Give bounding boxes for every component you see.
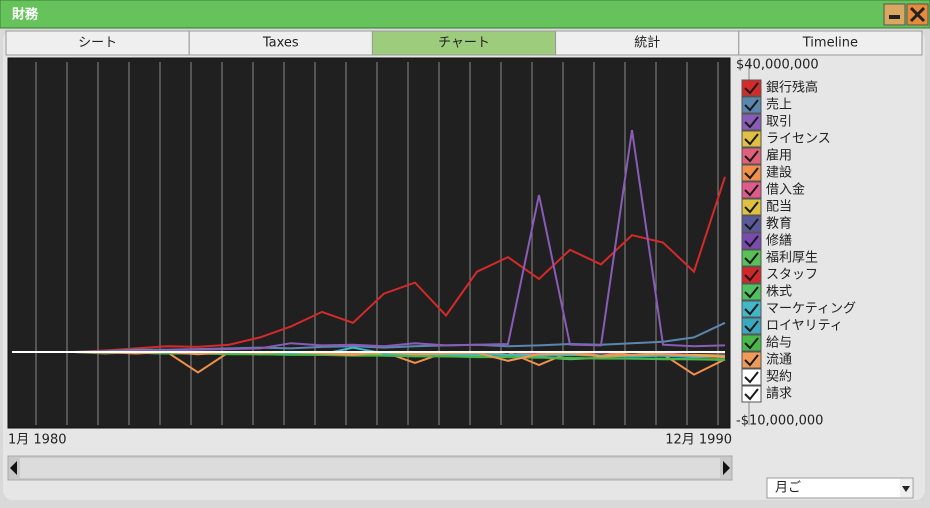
legend-check xyxy=(744,218,759,231)
legend-label: 配当 xyxy=(766,200,792,215)
legend-check xyxy=(744,303,759,316)
legend-label: 請求 xyxy=(766,387,792,402)
legend-checkbox[interactable] xyxy=(741,300,762,318)
legend-check xyxy=(744,116,759,129)
legend-label: 取引 xyxy=(766,115,792,130)
legend-check xyxy=(744,133,759,146)
tab[interactable] xyxy=(555,30,740,56)
scroll-thumb[interactable] xyxy=(20,458,720,478)
legend-checkbox[interactable] xyxy=(741,351,762,369)
legend-checkbox[interactable] xyxy=(741,266,762,284)
tab-label: Timeline xyxy=(802,36,858,51)
legend-checkbox[interactable] xyxy=(741,368,762,386)
legend-label: 修繕 xyxy=(766,233,792,249)
legend-check xyxy=(744,286,759,299)
legend-check xyxy=(744,371,759,384)
minimize-icon xyxy=(889,15,900,19)
legend-check xyxy=(744,82,759,95)
legend-checkbox[interactable] xyxy=(741,249,762,267)
legend-checkbox[interactable] xyxy=(741,147,762,165)
legend-check xyxy=(744,388,759,401)
dropdown-arrow xyxy=(902,486,910,492)
legend-checkbox[interactable] xyxy=(741,198,762,216)
legend-check xyxy=(744,252,759,265)
window-title: 財務 xyxy=(11,7,39,23)
legend-check xyxy=(744,99,759,112)
legend-checkbox[interactable] xyxy=(741,130,762,148)
legend-checkbox[interactable] xyxy=(741,385,762,403)
legend-check xyxy=(744,354,759,367)
tab-label: シート xyxy=(78,36,117,51)
legend-label: ライセンス xyxy=(766,132,831,147)
tab-label: チャート xyxy=(438,36,490,51)
legend-checkbox[interactable] xyxy=(741,113,762,131)
legend-checkbox[interactable] xyxy=(741,232,762,250)
legend-check xyxy=(744,320,759,333)
tab-label: Taxes xyxy=(262,36,299,51)
legend-label: 株式 xyxy=(766,285,792,300)
legend-checkbox[interactable] xyxy=(741,283,762,301)
legend-checkbox[interactable] xyxy=(741,79,762,97)
legend-check xyxy=(744,337,759,350)
legend-label: 給与 xyxy=(766,336,792,351)
legend-label: 契約 xyxy=(766,370,792,385)
legend-label: 雇用 xyxy=(766,148,792,164)
chart-area xyxy=(7,57,731,429)
legend-checkbox[interactable] xyxy=(741,334,762,352)
legend-label: マーケティング xyxy=(766,302,856,317)
series-line xyxy=(12,350,726,362)
legend-check xyxy=(744,269,759,282)
grid xyxy=(35,62,750,425)
minimize-button[interactable] xyxy=(883,3,906,26)
x-tick-label: 1月 1980 xyxy=(8,433,67,448)
legend-label: 流通 xyxy=(766,353,792,368)
legend-check xyxy=(744,201,759,214)
legend-check xyxy=(744,150,759,163)
legend: 銀行残高売上取引ライセンス雇用建設借入金配当教育修繕福利厚生スタッフ株式マーケテ… xyxy=(741,79,856,403)
scroll-right[interactable] xyxy=(723,461,730,475)
legend-label: 売上 xyxy=(766,97,792,113)
legend-check xyxy=(744,184,759,197)
tab[interactable] xyxy=(738,30,923,56)
scroll-left[interactable] xyxy=(10,461,17,475)
tab-label: 統計 xyxy=(634,35,660,51)
legend-label: スタッフ xyxy=(766,268,818,283)
legend-check xyxy=(744,167,759,180)
legend-checkbox[interactable] xyxy=(741,164,762,182)
title-bar xyxy=(0,0,930,29)
legend-label: ロイヤリティ xyxy=(766,319,843,334)
x-tick-label: 12月 1990 xyxy=(665,433,732,448)
tab-bar: シート Taxes チャート 統計 Timeline xyxy=(5,30,923,56)
period-label: 月ご xyxy=(775,480,801,496)
lines xyxy=(12,129,726,376)
legend-label: 建設 xyxy=(766,165,792,181)
legend-label: 福利厚生 xyxy=(766,251,818,266)
legend-label: 教育 xyxy=(766,216,792,232)
series-line xyxy=(12,176,726,353)
legend-check xyxy=(744,235,759,248)
legend-checkbox[interactable] xyxy=(741,181,762,199)
legend-checkbox[interactable] xyxy=(741,96,762,114)
period-dropdown[interactable] xyxy=(766,477,914,499)
y-tick-label: $40,000,000 xyxy=(736,58,819,73)
legend-label: 銀行残高 xyxy=(766,80,818,96)
legend-checkbox[interactable] xyxy=(741,215,762,233)
series-line xyxy=(12,321,726,353)
y-tick-label: -$10,000,000 xyxy=(736,414,823,429)
legend-label: 借入金 xyxy=(766,182,805,198)
tab[interactable] xyxy=(5,30,190,56)
legend-checkbox[interactable] xyxy=(741,317,762,335)
close-icon xyxy=(909,6,926,23)
